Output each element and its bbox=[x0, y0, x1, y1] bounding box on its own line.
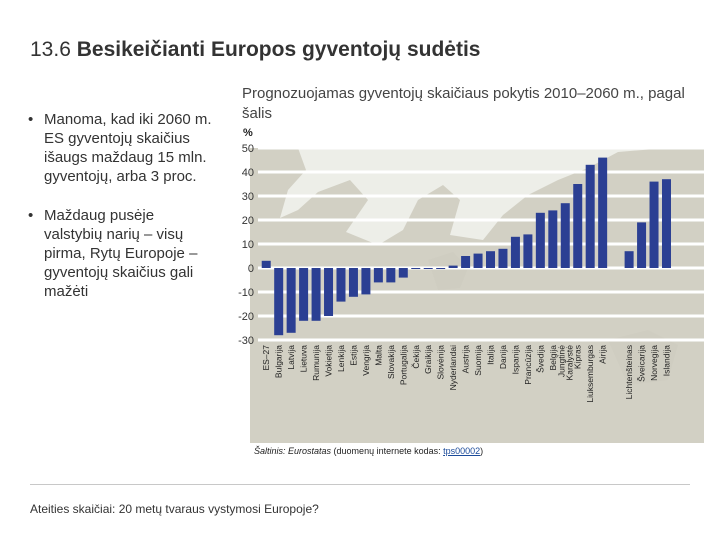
category-label: Lietuva bbox=[299, 345, 309, 373]
y-tick-label: -30 bbox=[238, 335, 254, 347]
category-label: Rumunija bbox=[311, 345, 321, 381]
category-label: Ispanija bbox=[510, 345, 520, 375]
y-tick-label: -10 bbox=[238, 287, 254, 299]
category-label: Lichtenšteinas bbox=[624, 345, 634, 399]
y-tick-label: 40 bbox=[242, 167, 254, 179]
bar bbox=[624, 251, 634, 268]
category-label: Graikija bbox=[423, 345, 433, 374]
category-label: Airija bbox=[598, 345, 608, 364]
category-label: Šveicarija bbox=[637, 345, 647, 382]
bar bbox=[286, 268, 296, 333]
category-label: Liuksemburgas bbox=[585, 345, 595, 403]
category-label: Norvegija bbox=[649, 345, 659, 381]
y-tick-label: 20 bbox=[242, 215, 254, 227]
bullet-text: Manoma, kad iki 2060 m. ES gyventojų ska… bbox=[44, 111, 212, 185]
bar bbox=[386, 268, 396, 283]
bar bbox=[299, 268, 309, 321]
map-land bbox=[608, 330, 678, 385]
category-label: Islandija bbox=[661, 345, 671, 376]
category-label: Estija bbox=[348, 345, 358, 366]
category-label: Lenkija bbox=[336, 345, 346, 372]
chart-title: Prognozuojamas gyventojų skaičiaus pokyt… bbox=[242, 85, 685, 122]
bar bbox=[560, 203, 570, 268]
category-label: Malta bbox=[373, 345, 383, 366]
bar bbox=[324, 268, 334, 316]
category-label-layer: ES–27 Bulgarija Latvija Lietuva Rumunija Voki… bbox=[261, 345, 671, 403]
category-label: Bulgarija bbox=[274, 345, 284, 378]
footer-text: Ateities skaičiai: 20 metų tvaraus vysty… bbox=[30, 502, 319, 516]
category-label: Kipras bbox=[573, 345, 583, 369]
category-label: Karalystė bbox=[564, 345, 574, 381]
bar bbox=[498, 248, 508, 268]
bar bbox=[436, 268, 446, 269]
category-label: Austrija bbox=[461, 345, 471, 374]
bar bbox=[548, 210, 558, 268]
category-label: Latvija bbox=[286, 345, 296, 370]
bar bbox=[585, 164, 595, 268]
bullet-dot-icon: • bbox=[28, 111, 34, 128]
y-tick-layer: 50 40 30 20 10 0 -10 -20 -30 bbox=[238, 143, 254, 347]
bar bbox=[398, 268, 408, 278]
bar bbox=[448, 265, 458, 268]
bar bbox=[649, 181, 659, 268]
y-axis-unit: % bbox=[243, 127, 253, 139]
category-label: Vokietija bbox=[324, 345, 334, 377]
bar bbox=[336, 268, 346, 302]
bar bbox=[598, 157, 608, 268]
source-code-link[interactable]: tps00002 bbox=[443, 446, 481, 456]
source-note: Šaltinis: Eurostatas (duomenų internete … bbox=[254, 446, 484, 456]
y-tick-label: -20 bbox=[238, 311, 254, 323]
category-label: Nyderlandai bbox=[448, 345, 458, 390]
y-tick-label: 50 bbox=[242, 143, 254, 155]
bar bbox=[535, 212, 545, 268]
bar bbox=[348, 268, 358, 297]
y-tick-label: 30 bbox=[242, 191, 254, 203]
footer-divider bbox=[30, 484, 690, 485]
bar bbox=[486, 251, 496, 268]
category-label: Belgija bbox=[548, 345, 558, 371]
category-label: Jungtinė bbox=[556, 345, 566, 377]
bar bbox=[523, 234, 533, 268]
bar bbox=[573, 184, 583, 268]
category-label: Slovėnija bbox=[436, 345, 446, 380]
bar bbox=[373, 268, 383, 283]
y-tick-label: 0 bbox=[248, 263, 254, 275]
map-land bbox=[428, 252, 468, 290]
bullet-text: Maždaug pusėje valstybių narių – visų pi… bbox=[44, 207, 198, 300]
category-label: Prancūzija bbox=[523, 345, 533, 385]
category-label: Danija bbox=[498, 345, 508, 369]
category-label: Vengrija bbox=[361, 345, 371, 376]
category-label: Čekija bbox=[411, 345, 421, 369]
bar bbox=[661, 179, 671, 268]
bar bbox=[637, 222, 647, 268]
bar bbox=[411, 268, 421, 269]
bullet-item: • Maždaug pusėje valstybių narių – visų … bbox=[28, 206, 213, 301]
category-label: Švedija bbox=[535, 345, 545, 373]
bar-layer bbox=[261, 157, 671, 336]
category-label: ES–27 bbox=[261, 345, 271, 371]
bar bbox=[461, 256, 471, 268]
bar-chart: 50 40 30 20 10 0 -10 -20 -30 ES–27 Bulgarija Latvi… bbox=[238, 143, 704, 443]
category-label: Italija bbox=[486, 345, 496, 365]
category-label: Slovakija bbox=[386, 345, 396, 379]
bar bbox=[423, 268, 433, 269]
bar bbox=[473, 253, 483, 268]
category-label: Portugalija bbox=[398, 345, 408, 385]
bar bbox=[261, 260, 271, 268]
y-tick-label: 10 bbox=[242, 239, 254, 251]
bar bbox=[510, 236, 520, 268]
bullet-list: • Manoma, kad iki 2060 m. ES gyventojų s… bbox=[28, 110, 213, 321]
bar bbox=[274, 268, 284, 336]
slide-title: 13.6 Besikeičianti Europos gyventojų sud… bbox=[30, 38, 481, 61]
category-label: Suomija bbox=[473, 345, 483, 376]
bullet-dot-icon: • bbox=[28, 207, 34, 224]
bullet-item: • Manoma, kad iki 2060 m. ES gyventojų s… bbox=[28, 110, 213, 186]
bar bbox=[311, 268, 321, 321]
bar bbox=[361, 268, 371, 295]
